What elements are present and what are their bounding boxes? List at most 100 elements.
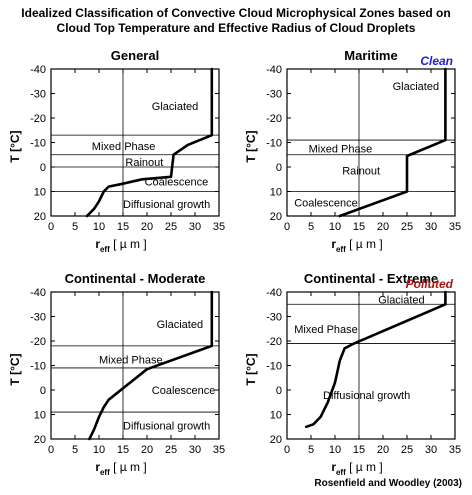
zone-label: Mixed Phase	[99, 354, 163, 366]
x-tick-label: 35	[213, 444, 225, 456]
y-tick-label: 0	[276, 162, 282, 174]
x-tick-label: 25	[401, 444, 413, 456]
y-axis-label: T [°C]	[244, 130, 258, 162]
y-tick-label: -40	[266, 64, 282, 76]
x-axis-label-main: r	[331, 237, 336, 251]
y-tick-label: -10	[266, 361, 282, 373]
y-tick-label: 20	[270, 211, 282, 223]
figure-title: Idealized Classification of Convective C…	[0, 6, 472, 36]
x-tick-label: 20	[141, 221, 153, 233]
x-tick-label: 20	[377, 221, 389, 233]
effective-radius-curve	[338, 67, 447, 218]
panel-tag: Polluted	[406, 277, 454, 291]
y-tick-label: -30	[266, 312, 282, 324]
x-axis-label-main: r	[95, 237, 100, 251]
x-axis-label: reff [ µ m ]	[95, 460, 146, 477]
x-axis-label-main: r	[331, 460, 336, 474]
plot-frame	[286, 291, 456, 440]
zone-label: Mixed Phase	[294, 324, 358, 336]
x-tick-label: 0	[284, 444, 290, 456]
y-tick-label: 0	[40, 385, 46, 397]
y-tick-label: 10	[270, 410, 282, 422]
y-tick-label: 20	[34, 434, 46, 446]
x-tick-label: 5	[72, 221, 78, 233]
x-axis-label-units: [ µ m ]	[110, 237, 147, 251]
y-axis-label: T [°C]	[8, 130, 22, 162]
y-tick-label: -10	[30, 361, 46, 373]
zone-label: Rainout	[125, 157, 163, 169]
figure-credit: Rosenfield and Woodley (2003)	[314, 478, 462, 489]
panel-title: General	[111, 48, 159, 63]
zone-label: Coalescence	[145, 177, 209, 189]
x-tick-label: 0	[48, 444, 54, 456]
y-tick-label: -30	[30, 312, 46, 324]
effective-radius-curve	[88, 290, 214, 441]
x-tick-label: 0	[48, 221, 54, 233]
y-axis-label: T [°C]	[244, 353, 258, 385]
x-tick-label: 5	[308, 444, 314, 456]
y-tick-label: -40	[30, 287, 46, 299]
x-axis-label: reff [ µ m ]	[331, 460, 382, 477]
y-tick-label: 0	[276, 385, 282, 397]
y-tick-label: -10	[30, 138, 46, 150]
y-tick-label: -30	[30, 89, 46, 101]
y-tick-label: 0	[40, 162, 46, 174]
zone-label: Glaciated	[157, 319, 203, 331]
x-axis-label-units: [ µ m ]	[346, 237, 383, 251]
x-tick-label: 15	[353, 221, 365, 233]
zone-label: Glaciated	[393, 81, 439, 93]
y-tick-label: -40	[266, 287, 282, 299]
zone-label: Coalescence	[294, 198, 358, 210]
effective-radius-curve	[85, 67, 214, 218]
x-axis-label: reff [ µ m ]	[331, 237, 382, 254]
x-tick-label: 15	[117, 221, 129, 233]
x-axis-label-subscript: eff	[100, 245, 110, 254]
panel-title: Continental - Extreme	[304, 271, 438, 286]
x-tick-label: 0	[284, 221, 290, 233]
x-tick-label: 35	[213, 221, 225, 233]
figure-title-line-1: Idealized Classification of Convective C…	[21, 6, 451, 20]
zone-label: Diffusional growth	[123, 199, 210, 211]
y-tick-label: -20	[30, 336, 46, 348]
zone-label: Diffusional growth	[123, 421, 210, 433]
x-tick-label: 10	[93, 444, 105, 456]
zone-label: Mixed Phase	[92, 141, 156, 153]
x-axis-label-subscript: eff	[336, 468, 346, 477]
x-axis-label-units: [ µ m ]	[346, 460, 383, 474]
effective-radius-curve	[304, 290, 447, 429]
y-tick-label: -20	[266, 113, 282, 125]
x-tick-label: 25	[165, 221, 177, 233]
panel-title: Continental - Moderate	[65, 271, 206, 286]
zone-label: Glaciated	[378, 294, 424, 306]
chart-panel-4: 0 5 10 15 20 25 30 35 -40 -30 -20 -10 0 10 20 Continent…	[244, 271, 461, 477]
x-tick-label: 10	[329, 444, 341, 456]
y-tick-label: -40	[30, 64, 46, 76]
x-axis-label: reff [ µ m ]	[95, 237, 146, 254]
x-tick-label: 25	[165, 444, 177, 456]
y-tick-label: -20	[30, 113, 46, 125]
x-axis-label-units: [ µ m ]	[110, 460, 147, 474]
y-tick-label: -20	[266, 336, 282, 348]
y-tick-label: -30	[266, 89, 282, 101]
zone-label: Mixed Phase	[309, 144, 373, 156]
x-tick-label: 10	[93, 221, 105, 233]
y-tick-label: 20	[34, 211, 46, 223]
figure-title-line-2: Cloud Top Temperature and Effective Radi…	[56, 21, 416, 35]
x-tick-label: 30	[425, 444, 437, 456]
chart-panel-3: 0 5 10 15 20 25 30 35 -40 -30 -20 -10 0 10 20 Continent…	[8, 271, 225, 477]
y-tick-label: 10	[34, 410, 46, 422]
panel-title: Maritime	[344, 48, 397, 63]
x-tick-label: 5	[308, 221, 314, 233]
zone-label: Glaciated	[152, 101, 198, 113]
chart-panel-1: 0 5 10 15 20 25 30 35 -40 -30 -20 -10 0 10 20 General T …	[8, 48, 225, 254]
x-tick-label: 20	[141, 444, 153, 456]
panel-tag: Clean	[420, 54, 453, 68]
x-tick-label: 15	[117, 444, 129, 456]
zone-label: Coalescence	[152, 385, 216, 397]
x-axis-label-subscript: eff	[100, 468, 110, 477]
zone-label: Diffusional growth	[323, 390, 410, 402]
x-tick-label: 30	[425, 221, 437, 233]
x-tick-label: 30	[189, 221, 201, 233]
y-tick-label: 10	[34, 187, 46, 199]
